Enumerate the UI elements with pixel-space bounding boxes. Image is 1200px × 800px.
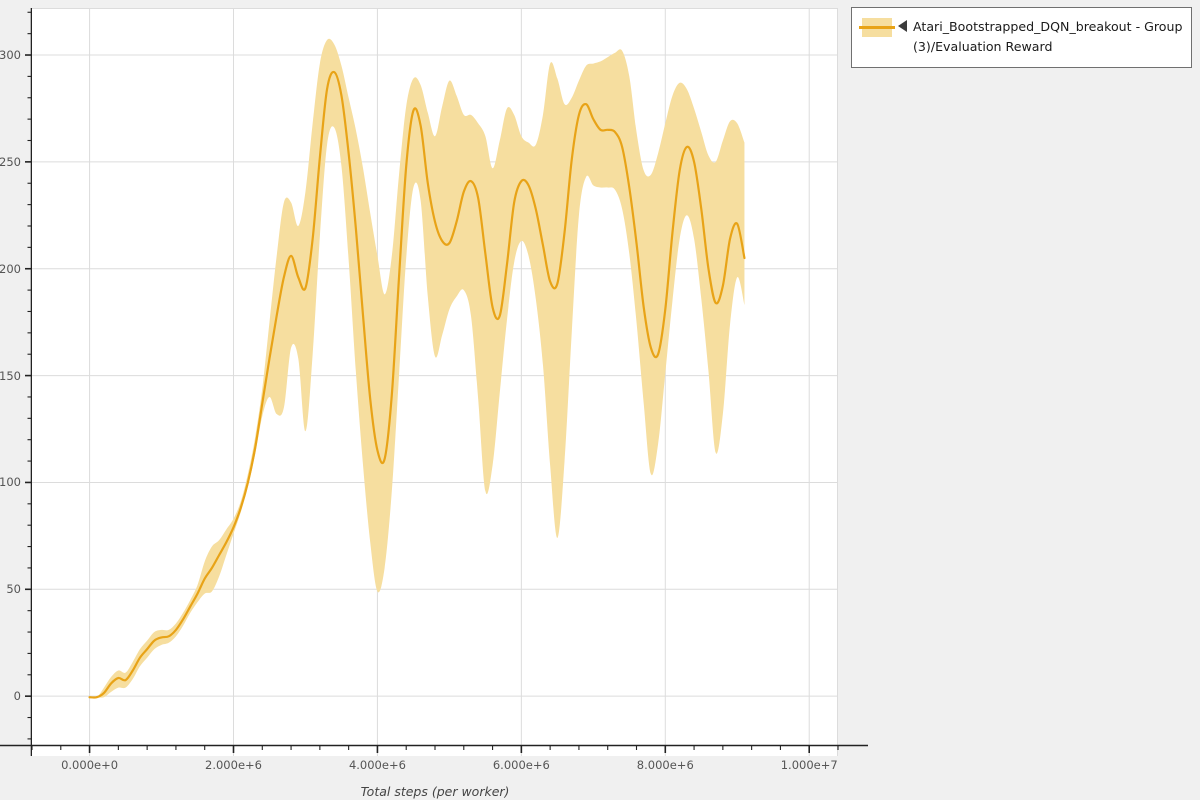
legend-line-swatch bbox=[859, 26, 895, 29]
x-axis-title: Total steps (per worker) bbox=[360, 784, 510, 799]
y-tick-label: 50 bbox=[6, 582, 21, 597]
legend[interactable]: Atari_Bootstrapped_DQN_breakout - Group(… bbox=[851, 7, 1192, 68]
x-tick-label: 2.000e+6 bbox=[205, 758, 262, 772]
x-tick-label: 4.000e+6 bbox=[348, 758, 406, 772]
plot-border bbox=[32, 8, 838, 756]
x-tick-label: 1.000e+7 bbox=[780, 758, 838, 772]
series-line bbox=[88, 70, 746, 699]
y-tick-label: 300 bbox=[0, 48, 21, 63]
y-tick-label: 100 bbox=[0, 475, 21, 490]
plot-area bbox=[32, 8, 838, 756]
legend-entry-label: Atari_Bootstrapped_DQN_breakout - Group(… bbox=[913, 19, 1183, 54]
x-tick-label: 0.000e+0 bbox=[61, 758, 119, 772]
legend-swatch-icon bbox=[859, 18, 895, 37]
y-tick-label: 250 bbox=[0, 154, 21, 169]
y-axis: 0 50 100 150 200 250 300 bbox=[0, 0, 33, 800]
y-tick-label: 0 bbox=[13, 689, 21, 704]
x-axis-ticks bbox=[0, 744, 868, 753]
confidence-band bbox=[89, 38, 745, 698]
x-axis: 0.000e+0 2.000e+6 4.000e+6 6.000e+6 8.000e+6… bbox=[0, 740, 880, 800]
y-axis-ticks bbox=[25, 8, 33, 756]
left-triangle-icon bbox=[898, 20, 907, 32]
y-tick-label: 200 bbox=[0, 261, 21, 276]
x-tick-label: 6.000e+6 bbox=[492, 758, 550, 772]
y-tick-label: 150 bbox=[0, 368, 21, 383]
plot-svg bbox=[32, 8, 838, 756]
x-tick-label: 8.000e+6 bbox=[636, 758, 694, 772]
